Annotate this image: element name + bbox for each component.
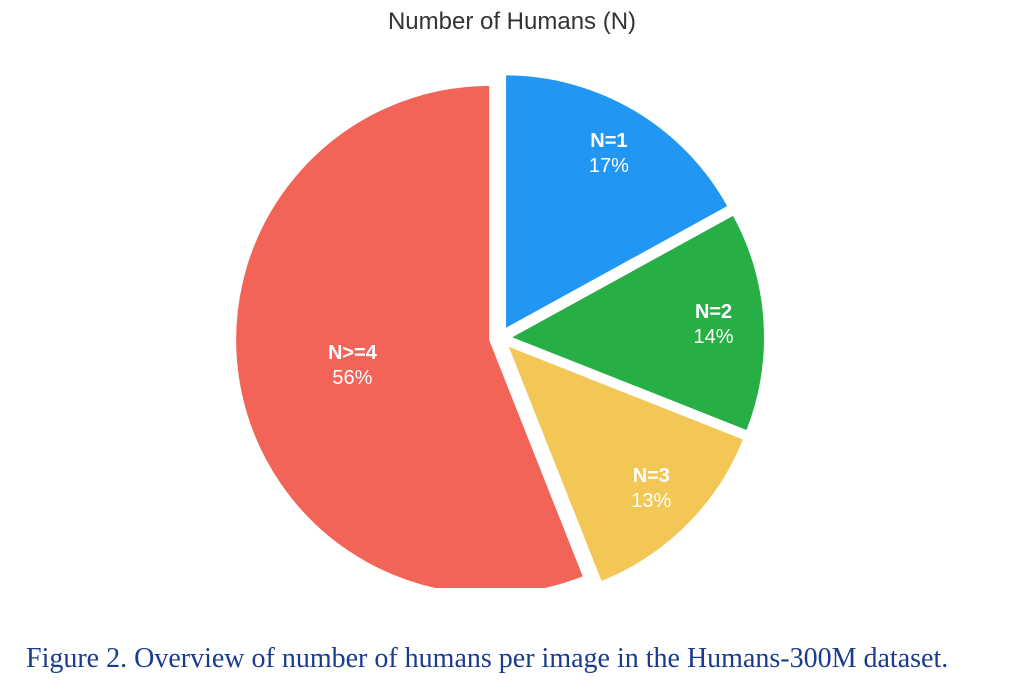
figure-container: Number of Humans (N) N=117%N=214%N=313%N… bbox=[0, 0, 1024, 691]
chart-title: Number of Humans (N) bbox=[0, 8, 1024, 36]
pie-chart: N=117%N=214%N=313%N>=456% bbox=[0, 48, 1024, 588]
pie-svg bbox=[0, 48, 1024, 588]
figure-caption: Figure 2. Overview of number of humans p… bbox=[26, 641, 998, 677]
